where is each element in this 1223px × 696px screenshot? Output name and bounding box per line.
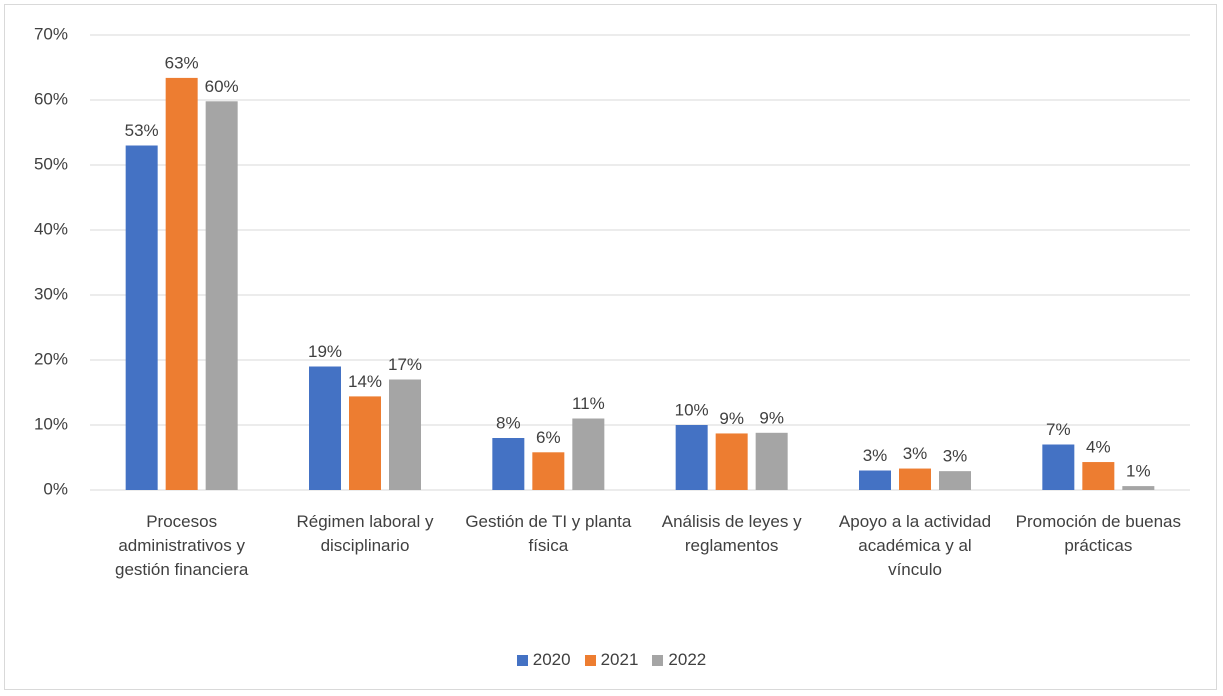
data-label: 53% <box>125 121 159 140</box>
y-tick-label: 40% <box>34 219 68 238</box>
data-label: 17% <box>388 355 422 374</box>
data-label: 3% <box>863 446 888 465</box>
bar <box>125 145 158 490</box>
x-tick-label: Apoyo a la actividad académica y al vínc… <box>838 512 992 579</box>
bar <box>492 438 525 490</box>
bar <box>899 468 931 490</box>
data-label: 19% <box>308 342 342 361</box>
legend-swatch <box>584 654 596 666</box>
bar <box>1122 486 1155 490</box>
data-label: 1% <box>1126 462 1151 481</box>
x-tick-label: Procesos administrativos y gestión finan… <box>115 512 249 579</box>
y-tick-label: 30% <box>34 284 68 303</box>
legend-label: 2021 <box>600 650 639 669</box>
y-tick-label: 50% <box>34 154 68 173</box>
legend-item: 2022 <box>652 650 706 670</box>
data-label: 63% <box>165 53 199 72</box>
y-tick-label: 10% <box>34 414 68 433</box>
bar <box>675 425 708 490</box>
bar <box>349 396 381 490</box>
bar <box>205 101 238 491</box>
data-label: 9% <box>759 408 784 427</box>
legend-label: 2020 <box>532 650 571 669</box>
x-tick-label: Gestión de TI y planta física <box>465 512 632 555</box>
data-label: 9% <box>719 409 744 428</box>
legend: 2020 2021 2022 <box>0 650 1223 670</box>
bar <box>1082 462 1115 490</box>
bar <box>1042 444 1075 490</box>
data-label: 14% <box>348 372 382 391</box>
y-tick-label: 20% <box>34 349 68 368</box>
bar <box>165 77 198 491</box>
legend-swatch <box>516 654 528 666</box>
bar <box>715 433 748 490</box>
bar <box>572 418 605 490</box>
data-label: 6% <box>536 428 561 447</box>
chart-frame <box>4 4 1217 690</box>
data-label: 60% <box>205 77 239 96</box>
data-label: 7% <box>1046 420 1071 439</box>
bar <box>755 432 788 490</box>
bar <box>859 470 891 490</box>
legend-item: 2020 <box>516 650 571 670</box>
y-tick-label: 70% <box>34 24 68 43</box>
data-label: 3% <box>903 444 928 463</box>
y-tick-label: 60% <box>34 89 68 108</box>
bar <box>389 379 421 490</box>
bar <box>939 471 971 490</box>
data-label: 4% <box>1086 438 1111 457</box>
data-label: 11% <box>572 394 605 413</box>
data-label: 8% <box>496 413 521 432</box>
legend-swatch <box>652 654 664 666</box>
x-tick-label: Análisis de leyes y reglamentos <box>661 512 802 555</box>
x-tick-label: Régimen laboral y disciplinario <box>296 512 434 555</box>
bar <box>309 366 341 490</box>
legend-item: 2021 <box>584 650 639 670</box>
legend-label: 2022 <box>668 650 707 669</box>
data-label: 3% <box>943 447 968 466</box>
x-tick-label: Promoción de buenas prácticas <box>1015 512 1182 555</box>
bar <box>532 452 565 490</box>
y-tick-label: 0% <box>43 479 68 498</box>
data-label: 10% <box>675 400 709 419</box>
